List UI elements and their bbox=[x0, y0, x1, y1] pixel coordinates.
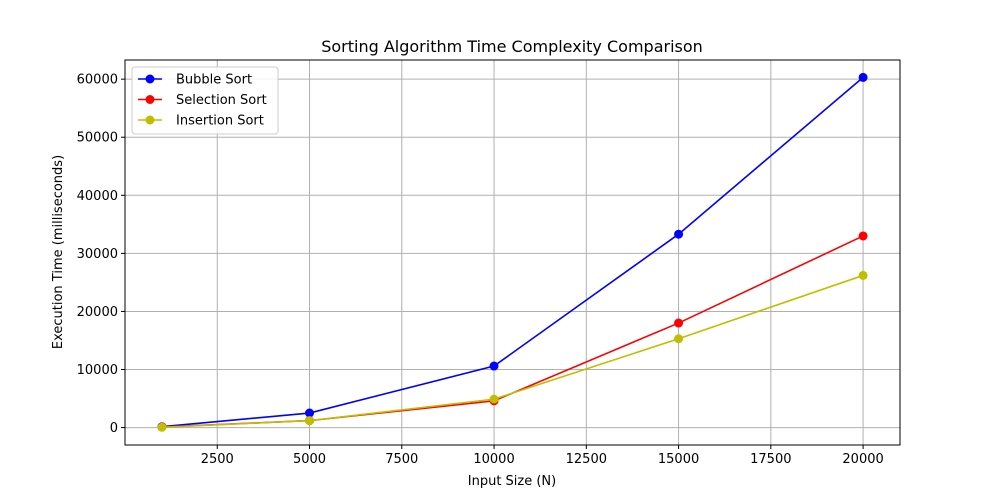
grid bbox=[125, 60, 900, 445]
data-point-bubble-sort bbox=[305, 408, 315, 418]
chart-title: Sorting Algorithm Time Complexity Compar… bbox=[321, 37, 703, 56]
legend-item-bubble-sort: Bubble Sort bbox=[138, 73, 252, 88]
y-tick-label: 50000 bbox=[77, 131, 118, 146]
x-tick-label: 2500 bbox=[201, 452, 234, 467]
x-tick-label: 10000 bbox=[473, 452, 514, 467]
series-selection-sort bbox=[157, 231, 868, 432]
legend-marker bbox=[145, 74, 155, 84]
legend-item-selection-sort: Selection Sort bbox=[138, 93, 267, 108]
series-insertion-sort bbox=[157, 270, 868, 432]
y-tick-label: 10000 bbox=[77, 363, 118, 378]
plot-frame bbox=[124, 59, 901, 446]
x-tick-label: 17500 bbox=[750, 452, 791, 467]
y-axis-label: Execution Time (milliseconds) bbox=[51, 155, 66, 349]
y-axis-ticks: 0 10000 20000 30000 40000 50000 60000 bbox=[77, 73, 125, 436]
legend-marker bbox=[145, 115, 155, 125]
data-point-insertion-sort bbox=[674, 334, 684, 344]
data-point-insertion-sort bbox=[858, 270, 868, 280]
x-tick-label: 15000 bbox=[658, 452, 699, 467]
x-axis-label: Input Size (N) bbox=[468, 474, 556, 489]
series-line-insertion-sort bbox=[161, 274, 864, 429]
y-tick-label: 20000 bbox=[77, 305, 118, 320]
legend: Bubble Sort Selection Sort Insertion Sort bbox=[131, 66, 279, 135]
x-axis-ticks: 2500 5000 7500 10000 12500 15000 17500 20000 bbox=[201, 445, 884, 467]
data-point-selection-sort bbox=[674, 318, 684, 328]
data-point-bubble-sort bbox=[489, 361, 499, 371]
series-line-selection-sort bbox=[161, 235, 864, 428]
data-point-selection-sort bbox=[858, 231, 868, 241]
data-point-insertion-sort bbox=[305, 416, 315, 426]
y-tick-label: 40000 bbox=[77, 189, 118, 204]
data-point-insertion-sort bbox=[157, 422, 167, 432]
plot-series bbox=[157, 72, 868, 432]
y-tick-label: 30000 bbox=[77, 247, 118, 262]
legend-label: Selection Sort bbox=[176, 93, 267, 108]
legend-marker bbox=[145, 95, 155, 104]
x-tick-label: 12500 bbox=[566, 452, 607, 467]
x-tick-label: 7500 bbox=[385, 452, 418, 467]
data-point-bubble-sort bbox=[858, 72, 868, 82]
legend-item-insertion-sort: Insertion Sort bbox=[138, 114, 264, 129]
x-tick-label: 20000 bbox=[842, 452, 883, 467]
data-point-insertion-sort bbox=[489, 394, 499, 404]
y-tick-label: 60000 bbox=[77, 73, 118, 88]
legend-label: Insertion Sort bbox=[176, 114, 264, 129]
legend-box bbox=[131, 66, 279, 135]
legend-label: Bubble Sort bbox=[176, 73, 252, 88]
y-tick-label: 0 bbox=[110, 421, 118, 436]
x-tick-label: 5000 bbox=[293, 452, 326, 467]
data-point-bubble-sort bbox=[674, 229, 684, 239]
